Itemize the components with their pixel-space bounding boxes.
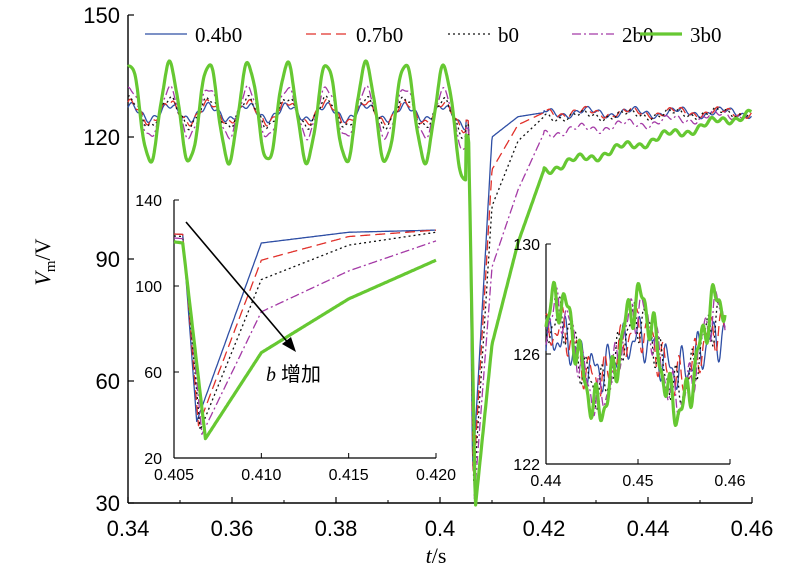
y-tick-label: 150 [83,3,120,28]
y-tick-label: 90 [96,247,120,272]
inset-right-y-tick-label: 130 [513,237,540,254]
series-line-b0 [127,94,752,485]
inset-right-plot: 0.44 0.45 0.46 122 126 130 [513,237,745,490]
y-tick-label: 60 [96,369,120,394]
x-tick-label: 0.46 [731,516,774,541]
inset-left-y-tick-label: 140 [135,193,162,210]
y-tick-label: 120 [83,125,120,150]
inset-left-y-tick-label: 60 [144,365,162,382]
x-tick-label: 0.44 [627,516,670,541]
inset-left-x-tick-label: 0.410 [241,467,281,484]
inset-right-y-tick-label: 122 [513,457,540,474]
inset-left-series-0.7b0 [174,229,437,427]
legend: 0.4b0 0.7b0 b0 2b0 3b0 [145,23,722,47]
x-tick-label: 0.38 [315,516,358,541]
inset-right-series-2b0 [545,287,726,417]
legend-label: 0.4b0 [195,23,242,47]
series-line-3b0 [126,59,753,507]
inset-left-x-tick-label: 0.405 [154,467,194,484]
inset-left-series-2b0 [173,237,437,435]
inset-right-x-tick-label: 0.44 [530,473,561,490]
legend-label: b0 [498,23,519,47]
legend-label: 0.7b0 [356,23,403,47]
inset-left-series-3b0 [173,240,437,441]
inset-left-plot: 0.405 0.410 0.415 0.420 20 60 100 140 b 增加 [135,193,456,484]
inset-left-x-tick-label: 0.415 [329,467,369,484]
inset-right-series-b0 [545,295,726,411]
inset-left-y-tick-label: 20 [144,451,162,468]
series-line-0.7b0 [127,98,752,477]
y-tick-label: 30 [96,491,120,516]
inset-left-y-tick-label: 100 [135,279,162,296]
inset-left-series-0.4b0 [174,229,436,423]
annotation-arrowhead [282,337,296,352]
legend-label: 3b0 [690,23,722,47]
axis-labels: Vm/V t/s [30,238,446,568]
inset-left-x-tick-label: 0.420 [416,467,456,484]
inset-right-y-tick-label: 126 [513,347,540,364]
main-plot: 0.34 0.36 0.38 0.4 0.42 0.44 0.46 30 60 90 120 150 [83,3,773,541]
inset-right-series-3b0 [544,280,727,427]
x-tick-label: 0.42 [523,516,566,541]
x-axis-label: t/s [426,543,447,568]
annotation-arrow [185,221,291,346]
inset-left-bg [174,200,436,458]
x-tick-label: 0.4 [425,516,456,541]
series-line-2b0 [127,84,752,500]
x-tick-label: 0.34 [107,516,150,541]
inset-right-x-tick-label: 0.46 [714,473,745,490]
inset-right-x-tick-label: 0.45 [622,473,653,490]
y-axis-label: Vm/V [30,238,59,285]
x-tick-label: 0.36 [211,516,254,541]
annotation-label: b 增加 [266,363,321,386]
